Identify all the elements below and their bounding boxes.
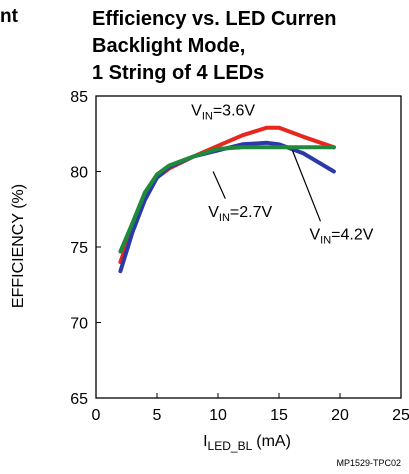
previous-chart-title-fragment: nt (0, 6, 18, 27)
series-group (118, 125, 336, 274)
x-axis-label: ILED_BL (mA) (203, 433, 291, 453)
annotation-main: V (191, 103, 202, 120)
annotation-subscript: IN (219, 212, 230, 224)
x-tick-label: 0 (92, 407, 101, 424)
annotation-subscript: IN (202, 111, 213, 123)
annotation-pointer-1 (212, 171, 226, 199)
axis-ticks: 0 5 10 15 20 25 65 70 75 80 85 (70, 89, 409, 424)
x-axis-label-main: I (203, 433, 207, 450)
series-line-3 (118, 145, 336, 254)
annotation-label-1: VIN=3.6V (191, 103, 255, 123)
annotation-main: V (310, 226, 321, 243)
annotation-subscript: IN (320, 234, 331, 246)
annotation-value: =2.7V (230, 204, 273, 221)
y-tick-label: 70 (70, 316, 88, 333)
x-tick-label: 20 (331, 407, 349, 424)
annotation-pointer-2 (291, 150, 322, 222)
plot-border (95, 95, 402, 399)
x-axis-label-subscript: LED_BL (208, 439, 253, 453)
figure-code: MP1529-TPC02 (336, 458, 401, 468)
annotation-label-3: VIN=4.2V (310, 226, 374, 246)
x-tick-label: 25 (392, 407, 409, 424)
chart-title-line-3: 1 String of 4 LEDs (92, 62, 265, 84)
x-tick-label: 10 (209, 407, 227, 424)
x-tick-label: 5 (153, 407, 162, 424)
y-axis-label: EFFICIENCY (%) (10, 184, 27, 308)
chart-title: Efficiency vs. LED Curren Backlight Mode… (92, 6, 337, 87)
y-tick-label: 65 (70, 391, 88, 408)
annotation-value: =3.6V (213, 103, 256, 120)
series-line-2 (118, 140, 336, 274)
x-axis-label-unit: (mA) (256, 433, 291, 450)
chart-title-line-1: Efficiency vs. LED Curren (92, 8, 337, 30)
y-tick-label: 80 (70, 165, 88, 182)
annotation-value: =4.2V (331, 226, 374, 243)
annotation-main: V (208, 204, 219, 221)
chart-title-line-2: Backlight Mode, (92, 35, 246, 57)
y-tick-label: 85 (70, 89, 88, 106)
x-tick-label: 15 (270, 407, 288, 424)
y-tick-label: 75 (70, 240, 88, 257)
plot-frame (95, 95, 402, 399)
annotation-label-2: VIN=2.7V (208, 204, 272, 224)
